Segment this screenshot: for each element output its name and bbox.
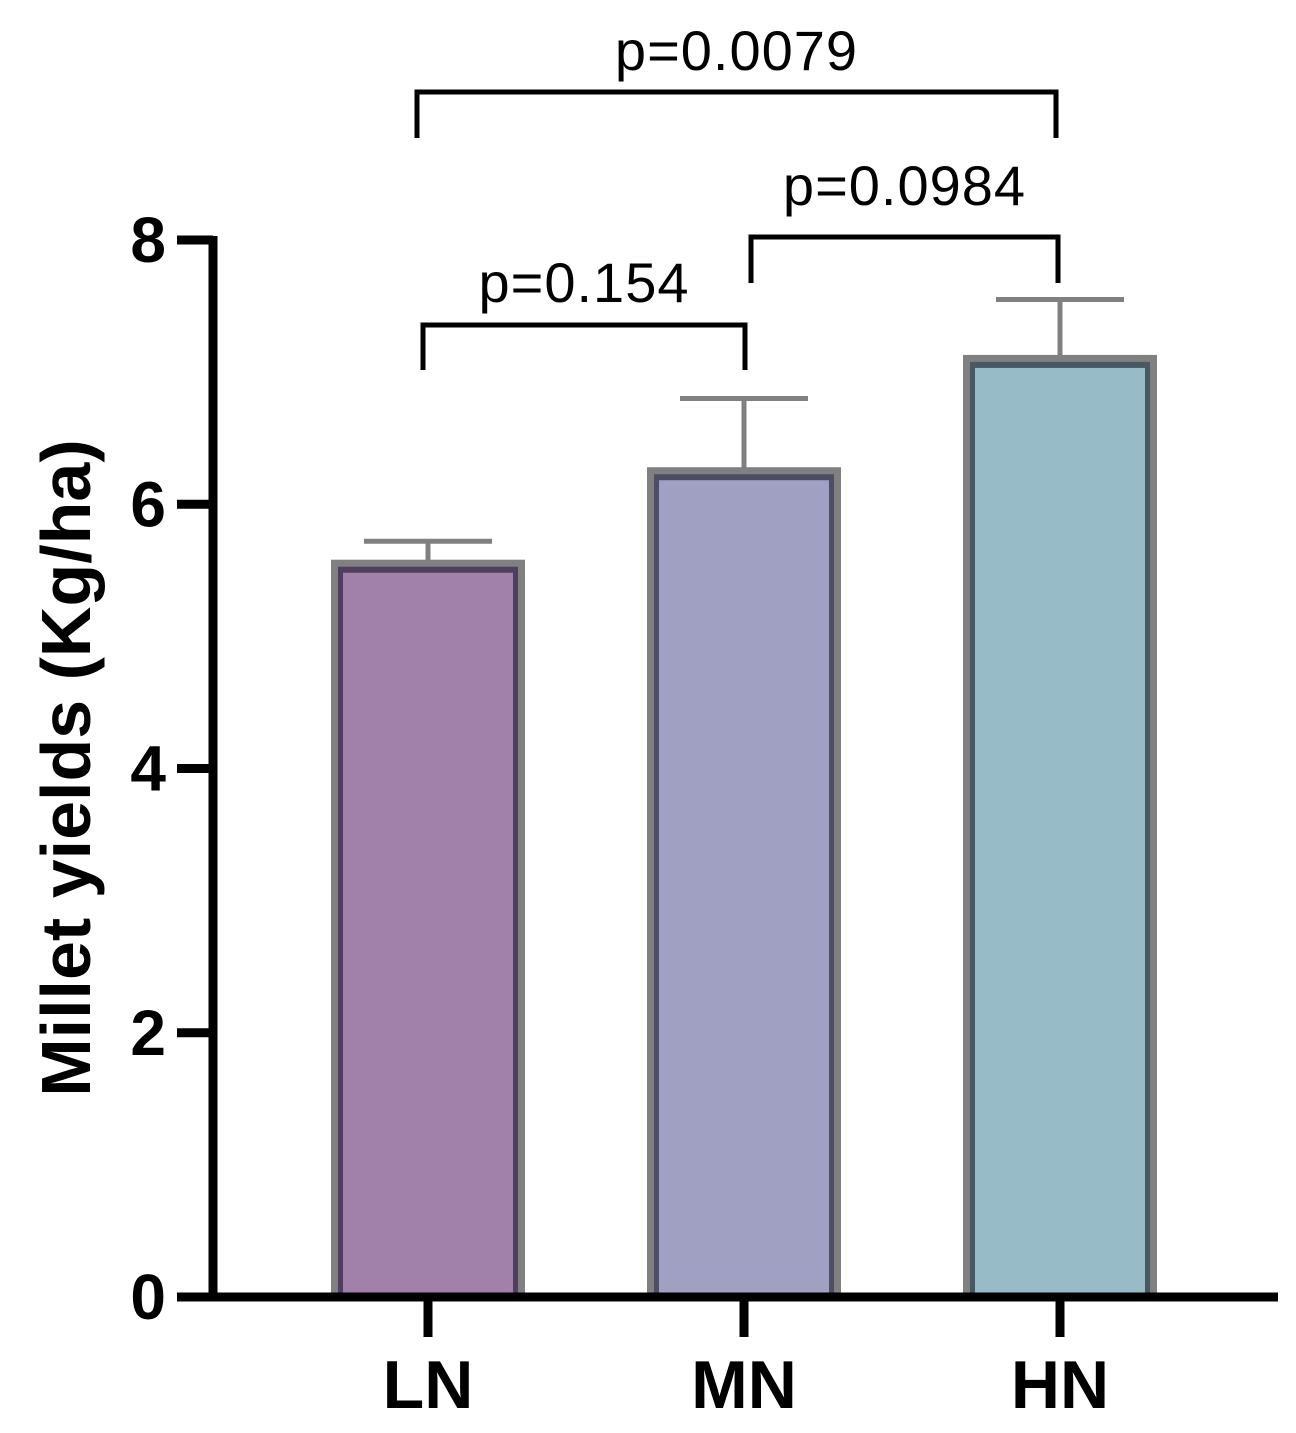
y-tick-label-2: 2: [130, 997, 166, 1069]
error-bars-group: [364, 296, 1124, 564]
p-value-ln-hn: p=0.0079: [615, 19, 858, 82]
y-tick-label-8: 8: [130, 204, 166, 276]
bar-ln: [343, 572, 513, 1297]
y-axis-title: Millet yields (Kg/ha): [27, 439, 105, 1096]
axes-group: LN MN HN 0 2 4 6 8: [130, 204, 1278, 1423]
bars-group: [331, 354, 1157, 1298]
significance-brackets-group: p=0.154 p=0.0984 p=0.0079: [414, 19, 1061, 370]
p-value-mn-hn: p=0.0984: [783, 154, 1026, 217]
x-tick-label-mn: MN: [691, 1347, 797, 1423]
y-tick-label-0: 0: [130, 1261, 166, 1333]
bracket-ln-mn: [420, 322, 748, 370]
bar-mn: [659, 480, 829, 1297]
bracket-ln-hn: [414, 89, 1059, 138]
y-tick-label-6: 6: [130, 468, 166, 540]
y-tick-label-4: 4: [130, 733, 166, 805]
x-tick-label-ln: LN: [383, 1347, 474, 1423]
x-tick-label-hn: HN: [1011, 1347, 1109, 1423]
p-value-ln-mn: p=0.154: [479, 251, 690, 314]
bracket-mn-hn: [748, 234, 1061, 283]
bar-hn: [975, 367, 1145, 1298]
